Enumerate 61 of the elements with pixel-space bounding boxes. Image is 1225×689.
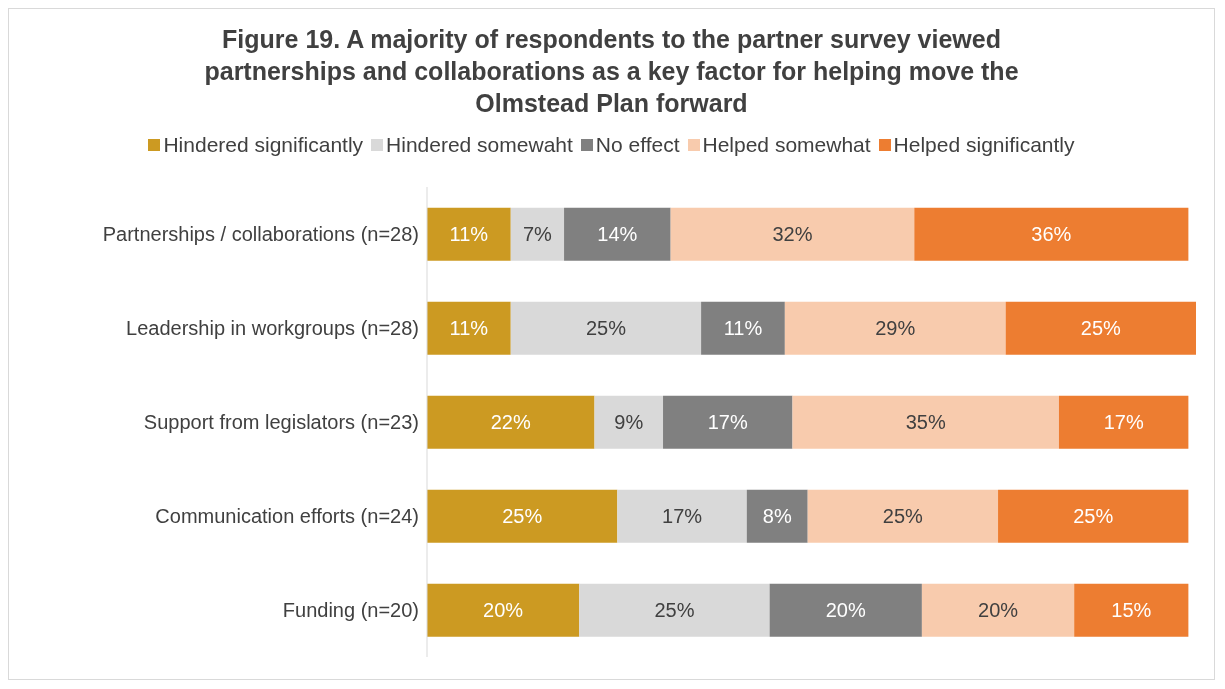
- data-label: 20%: [978, 599, 1019, 622]
- legend-label: Hindered somewaht: [385, 133, 573, 157]
- bar: [670, 207, 915, 261]
- data-label: 25%: [654, 599, 695, 622]
- bar: [427, 301, 511, 355]
- data-label: 29%: [875, 317, 916, 340]
- bar: [663, 395, 793, 449]
- legend-label: Helped somewhat: [701, 133, 871, 157]
- y-tick-label: Support from legislators (n=23): [143, 411, 419, 434]
- data-label: 11%: [723, 317, 763, 340]
- bar: [784, 301, 1006, 355]
- bar: [998, 489, 1189, 543]
- y-tick-label: Partnerships / collaborations (n=28): [102, 223, 419, 246]
- bar: [510, 301, 702, 355]
- data-label: 11%: [449, 223, 489, 246]
- data-label: 14%: [597, 223, 638, 246]
- data-label: 22%: [490, 411, 531, 434]
- data-label: 20%: [825, 599, 866, 622]
- bar: [579, 583, 770, 637]
- data-label: 35%: [905, 411, 946, 434]
- data-label: 11%: [449, 317, 489, 340]
- bar: [427, 207, 511, 261]
- bar: [617, 489, 747, 543]
- legend-label: Hindered significantly: [162, 133, 364, 157]
- chart-title: Figure 19. A majority of respondents to the partner survey viewed partnerships and collaborations as a key factor for helping move the Olmstead Plan forward: [203, 24, 1020, 119]
- bar: [1058, 395, 1189, 449]
- bar: [564, 207, 671, 261]
- bar: [701, 301, 785, 355]
- data-label: 25%: [502, 505, 543, 528]
- data-label: 36%: [1031, 223, 1072, 246]
- bar: [427, 583, 580, 637]
- bar: [921, 583, 1075, 637]
- data-label: 25%: [585, 317, 627, 340]
- bar: [914, 207, 1189, 261]
- data-label: 25%: [882, 505, 924, 528]
- data-label: 7%: [522, 223, 553, 246]
- y-tick-label: Leadership in workgroups (n=28): [126, 317, 419, 340]
- legend-label: No effect: [594, 133, 680, 157]
- data-label: 25%: [1080, 317, 1122, 340]
- bar: [427, 489, 618, 543]
- y-tick-label: Communication efforts (n=24): [155, 505, 419, 528]
- y-tick-label: Funding (n=20): [282, 599, 419, 622]
- bar: [427, 395, 595, 449]
- bar: [807, 489, 999, 543]
- bar: [1005, 301, 1196, 355]
- data-label: 25%: [1073, 505, 1114, 528]
- data-label: 17%: [1103, 411, 1144, 434]
- bar: [510, 207, 565, 261]
- data-label: 8%: [762, 505, 792, 528]
- data-label: 20%: [483, 599, 524, 622]
- bar: [1074, 583, 1189, 637]
- bar: [594, 395, 664, 449]
- data-label: 9%: [614, 411, 644, 434]
- legend-label: Helped significantly: [892, 133, 1075, 157]
- data-label: 32%: [772, 223, 813, 246]
- data-label: 15%: [1111, 599, 1152, 622]
- data-label: 17%: [662, 505, 703, 528]
- data-label: 17%: [707, 411, 748, 434]
- bar: [792, 395, 1059, 449]
- bar: [746, 489, 808, 543]
- bar: [769, 583, 922, 637]
